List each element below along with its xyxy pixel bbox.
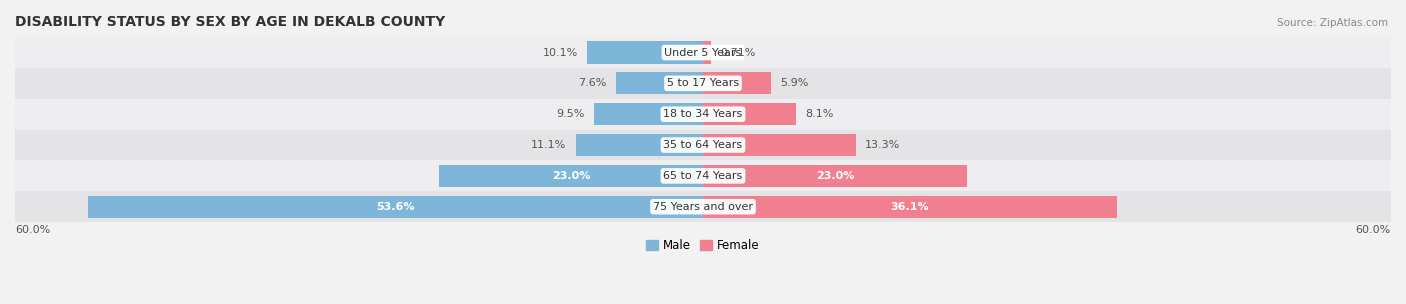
- Text: 5 to 17 Years: 5 to 17 Years: [666, 78, 740, 88]
- Text: 9.5%: 9.5%: [557, 109, 585, 119]
- Bar: [703, 41, 711, 64]
- Text: 60.0%: 60.0%: [15, 225, 51, 235]
- Bar: [616, 72, 703, 95]
- Text: 75 Years and over: 75 Years and over: [652, 202, 754, 212]
- Text: Under 5 Years: Under 5 Years: [665, 47, 741, 57]
- Bar: [89, 195, 703, 218]
- Text: 18 to 34 Years: 18 to 34 Years: [664, 109, 742, 119]
- Text: 23.0%: 23.0%: [553, 171, 591, 181]
- Bar: [15, 161, 1391, 191]
- Text: 5.9%: 5.9%: [780, 78, 808, 88]
- Bar: [15, 37, 1391, 68]
- Bar: [15, 99, 1391, 130]
- Bar: [15, 130, 1391, 161]
- Bar: [588, 41, 703, 64]
- Text: 0.71%: 0.71%: [720, 47, 755, 57]
- Bar: [595, 103, 703, 125]
- Legend: Male, Female: Male, Female: [641, 234, 765, 257]
- Bar: [15, 68, 1391, 99]
- Text: DISABILITY STATUS BY SEX BY AGE IN DEKALB COUNTY: DISABILITY STATUS BY SEX BY AGE IN DEKAL…: [15, 15, 446, 29]
- Bar: [439, 165, 703, 187]
- Text: 11.1%: 11.1%: [531, 140, 567, 150]
- Text: 35 to 64 Years: 35 to 64 Years: [664, 140, 742, 150]
- Bar: [575, 134, 703, 156]
- Bar: [703, 195, 1116, 218]
- Bar: [15, 191, 1391, 222]
- Text: 8.1%: 8.1%: [806, 109, 834, 119]
- Text: 36.1%: 36.1%: [890, 202, 929, 212]
- Text: Source: ZipAtlas.com: Source: ZipAtlas.com: [1277, 18, 1388, 28]
- Bar: [703, 103, 796, 125]
- Text: 13.3%: 13.3%: [865, 140, 900, 150]
- Bar: [703, 165, 967, 187]
- Text: 53.6%: 53.6%: [377, 202, 415, 212]
- Bar: [703, 134, 855, 156]
- Text: 23.0%: 23.0%: [815, 171, 853, 181]
- Bar: [703, 72, 770, 95]
- Text: 7.6%: 7.6%: [578, 78, 606, 88]
- Text: 60.0%: 60.0%: [1355, 225, 1391, 235]
- Text: 10.1%: 10.1%: [543, 47, 578, 57]
- Text: 65 to 74 Years: 65 to 74 Years: [664, 171, 742, 181]
